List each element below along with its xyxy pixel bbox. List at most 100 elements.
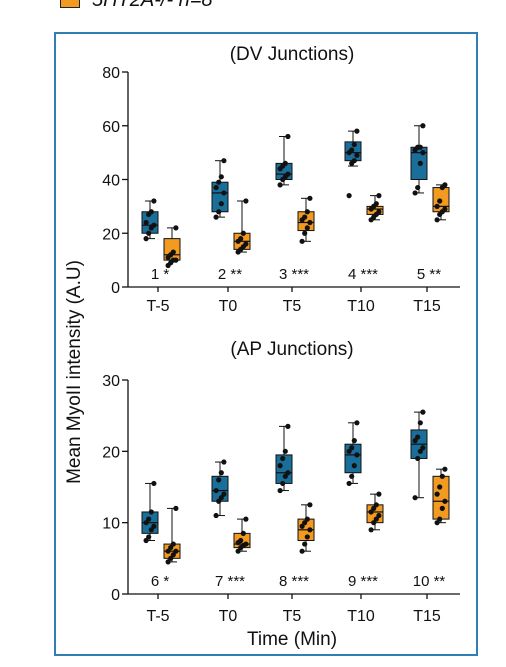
data-point (354, 420, 360, 426)
data-point (417, 448, 423, 454)
x-tick-label: T5 (283, 298, 302, 315)
data-point (213, 184, 219, 191)
data-point (216, 179, 222, 185)
data-point (417, 160, 423, 166)
data-point (412, 495, 418, 501)
box-ko-T10 (366, 491, 384, 533)
data-point (151, 480, 157, 487)
data-point (351, 158, 357, 164)
y-axis-label: Mean MyoII intensity (A.U) (64, 260, 85, 484)
legend: 5HT2A-/- n=8 (60, 0, 213, 12)
data-point (218, 201, 224, 207)
data-point (376, 512, 382, 519)
significance-label: 10 ** (413, 573, 446, 590)
data-point (170, 541, 176, 547)
data-point (442, 182, 448, 188)
box-wt-T-5 (141, 480, 159, 544)
legend-label: 5HT2A-/- n=8 (92, 0, 213, 12)
data-point (302, 230, 308, 236)
data-point (143, 219, 149, 226)
data-point (213, 487, 219, 494)
data-point (165, 559, 171, 565)
data-point (371, 505, 377, 511)
data-point (346, 193, 352, 199)
data-point (282, 473, 288, 479)
data-point (148, 209, 154, 215)
box-wt-T5 (275, 133, 293, 188)
data-point (442, 206, 448, 212)
box-ko-T-5 (163, 225, 181, 269)
data-point (216, 498, 222, 504)
data-point (351, 463, 357, 469)
data-point (146, 230, 152, 236)
data-point (221, 190, 227, 196)
y-tick-label: 20 (102, 226, 120, 243)
data-point (151, 523, 157, 529)
data-point (354, 452, 360, 458)
data-point (213, 512, 219, 519)
box-ko-T-5 (163, 505, 181, 565)
data-point (417, 144, 423, 150)
data-point (437, 484, 443, 490)
significance-label: 8 *** (279, 573, 309, 590)
data-point (412, 190, 418, 196)
data-point (437, 198, 443, 204)
box-wt-T10 (344, 420, 362, 487)
data-point (439, 505, 445, 511)
y-tick-label: 80 (102, 65, 120, 82)
data-point (277, 487, 283, 494)
x-tick-label: T15 (413, 608, 441, 625)
box-wt-T5 (275, 423, 293, 494)
box-wt-T15 (410, 409, 428, 501)
data-point (216, 477, 222, 483)
data-point (354, 152, 360, 158)
box-wt-T0 (211, 459, 229, 519)
data-point (371, 520, 377, 526)
data-point (434, 491, 440, 497)
panel-title: (DV Junctions) (230, 44, 355, 65)
data-point (282, 160, 288, 166)
data-point (148, 509, 154, 515)
x-tick-label: T-5 (146, 298, 169, 315)
box-body (432, 475, 450, 520)
y-tick-label: 0 (111, 280, 120, 297)
data-point (412, 438, 418, 444)
data-point (349, 473, 355, 479)
data-point (368, 527, 374, 533)
box-wt-T-5 (141, 198, 159, 242)
data-point (304, 534, 310, 540)
data-point (346, 480, 352, 487)
data-point (420, 150, 426, 156)
x-axis-label: Time (Min) (247, 629, 337, 650)
figure-frame (54, 32, 478, 656)
significance-label: 3 *** (279, 266, 309, 283)
data-point (299, 523, 305, 529)
box-ko-T5 (297, 502, 315, 554)
data-point (235, 548, 241, 554)
data-point (151, 222, 157, 228)
data-point (373, 201, 379, 207)
y-tick-label: 60 (102, 119, 120, 136)
data-point (143, 236, 149, 242)
data-point (146, 534, 152, 540)
data-point (354, 128, 360, 134)
data-point (240, 230, 246, 236)
data-point (148, 527, 154, 533)
panel-2: (AP Junctions) 0 10 20 30 T-5 T0 T5 T10 T15 6 * 7 *… (102, 339, 460, 625)
x-tick-label: T5 (283, 608, 302, 625)
data-point (285, 423, 291, 429)
data-point (216, 209, 222, 215)
data-point (221, 459, 227, 465)
data-point (213, 214, 219, 220)
panel-1: (DV Junctions) 0 20 40 60 80 T-5 T0 T5 T10 T15 1 * 2… (102, 44, 460, 315)
data-point (221, 158, 227, 164)
data-point (243, 241, 249, 247)
data-point (173, 257, 179, 263)
box-wt-T10 (344, 128, 362, 199)
data-point (168, 555, 174, 561)
data-point (376, 491, 382, 497)
data-point (373, 516, 379, 522)
data-point (420, 123, 426, 129)
data-point (346, 448, 352, 454)
